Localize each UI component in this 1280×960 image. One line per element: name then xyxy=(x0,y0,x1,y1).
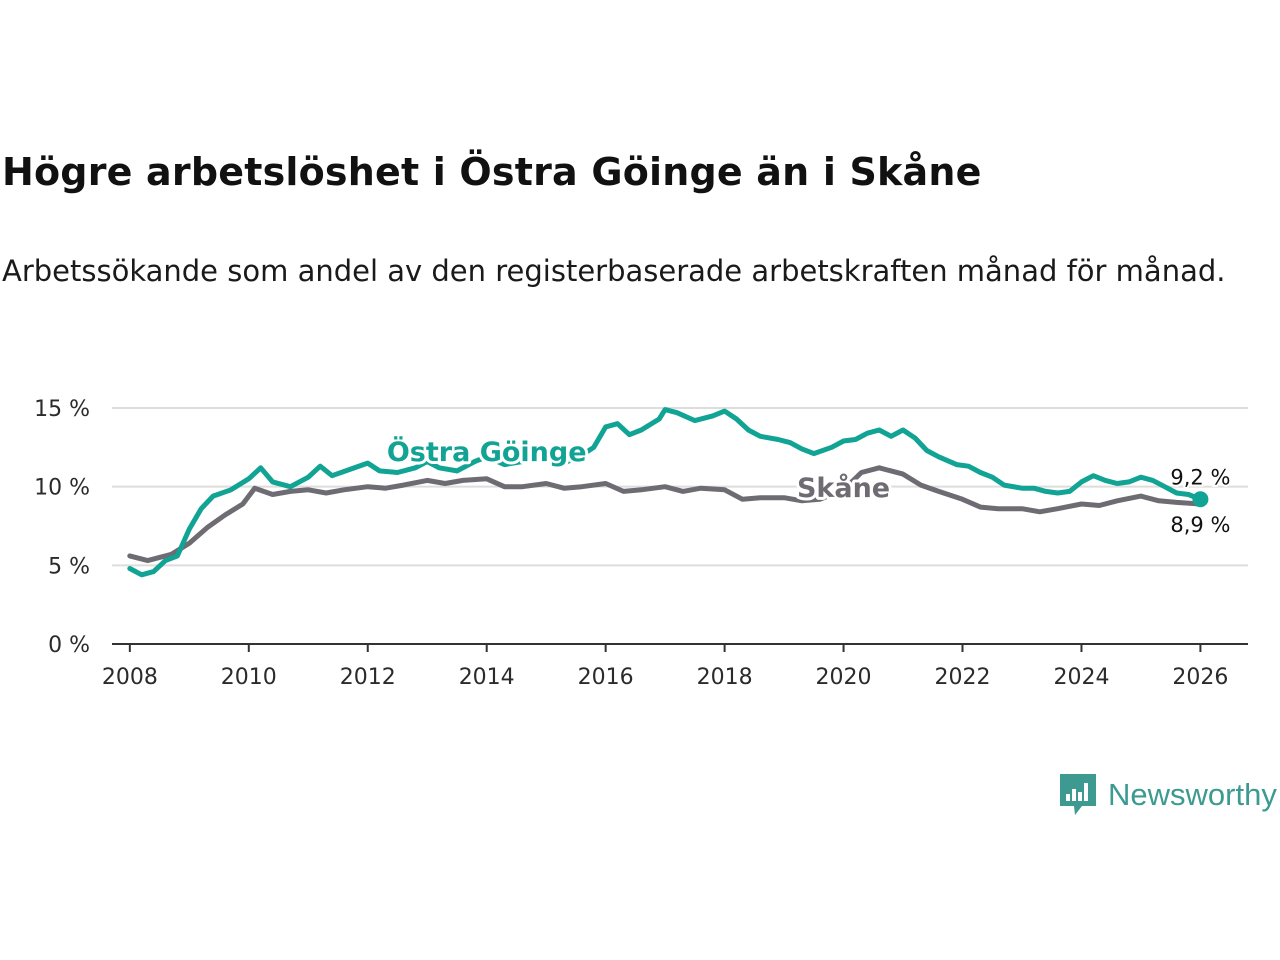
newsworthy-chart-bubble-icon xyxy=(1060,774,1096,815)
x-tick-label: 2020 xyxy=(816,665,872,690)
x-tick-label: 2022 xyxy=(935,665,991,690)
y-tick-label: 5 % xyxy=(48,554,90,579)
series-label: Östra Göinge xyxy=(387,435,587,468)
end-value-label: 8,9 % xyxy=(1170,513,1230,537)
x-tick-label: 2014 xyxy=(459,665,515,690)
brand-logo: Newsworthy xyxy=(1058,772,1277,818)
end-point-marker xyxy=(1192,491,1209,508)
y-tick-label: 0 % xyxy=(48,633,90,658)
x-tick-label: 2016 xyxy=(578,665,634,690)
end-value-label: 9,2 % xyxy=(1170,465,1230,489)
y-tick-label: 10 % xyxy=(34,476,90,501)
chart-subtitle: Arbetssökande som andel av den registerb… xyxy=(2,254,1226,288)
x-tick-label: 2018 xyxy=(697,665,753,690)
y-tick-label: 15 % xyxy=(34,397,90,422)
series-line-sk-ne xyxy=(127,465,1203,564)
x-tick-label: 2012 xyxy=(340,665,396,690)
x-tick-label: 2024 xyxy=(1053,665,1109,690)
brand-name: Newsworthy xyxy=(1108,777,1277,812)
series-label: Skåne xyxy=(797,472,890,504)
series-line--stra-g-inge xyxy=(127,407,1203,578)
chart-title: Högre arbetslöshet i Östra Göinge än i S… xyxy=(2,150,982,194)
x-tick-label: 2026 xyxy=(1172,665,1228,690)
x-tick-label: 2010 xyxy=(221,665,277,690)
x-tick-label: 2008 xyxy=(102,665,158,690)
